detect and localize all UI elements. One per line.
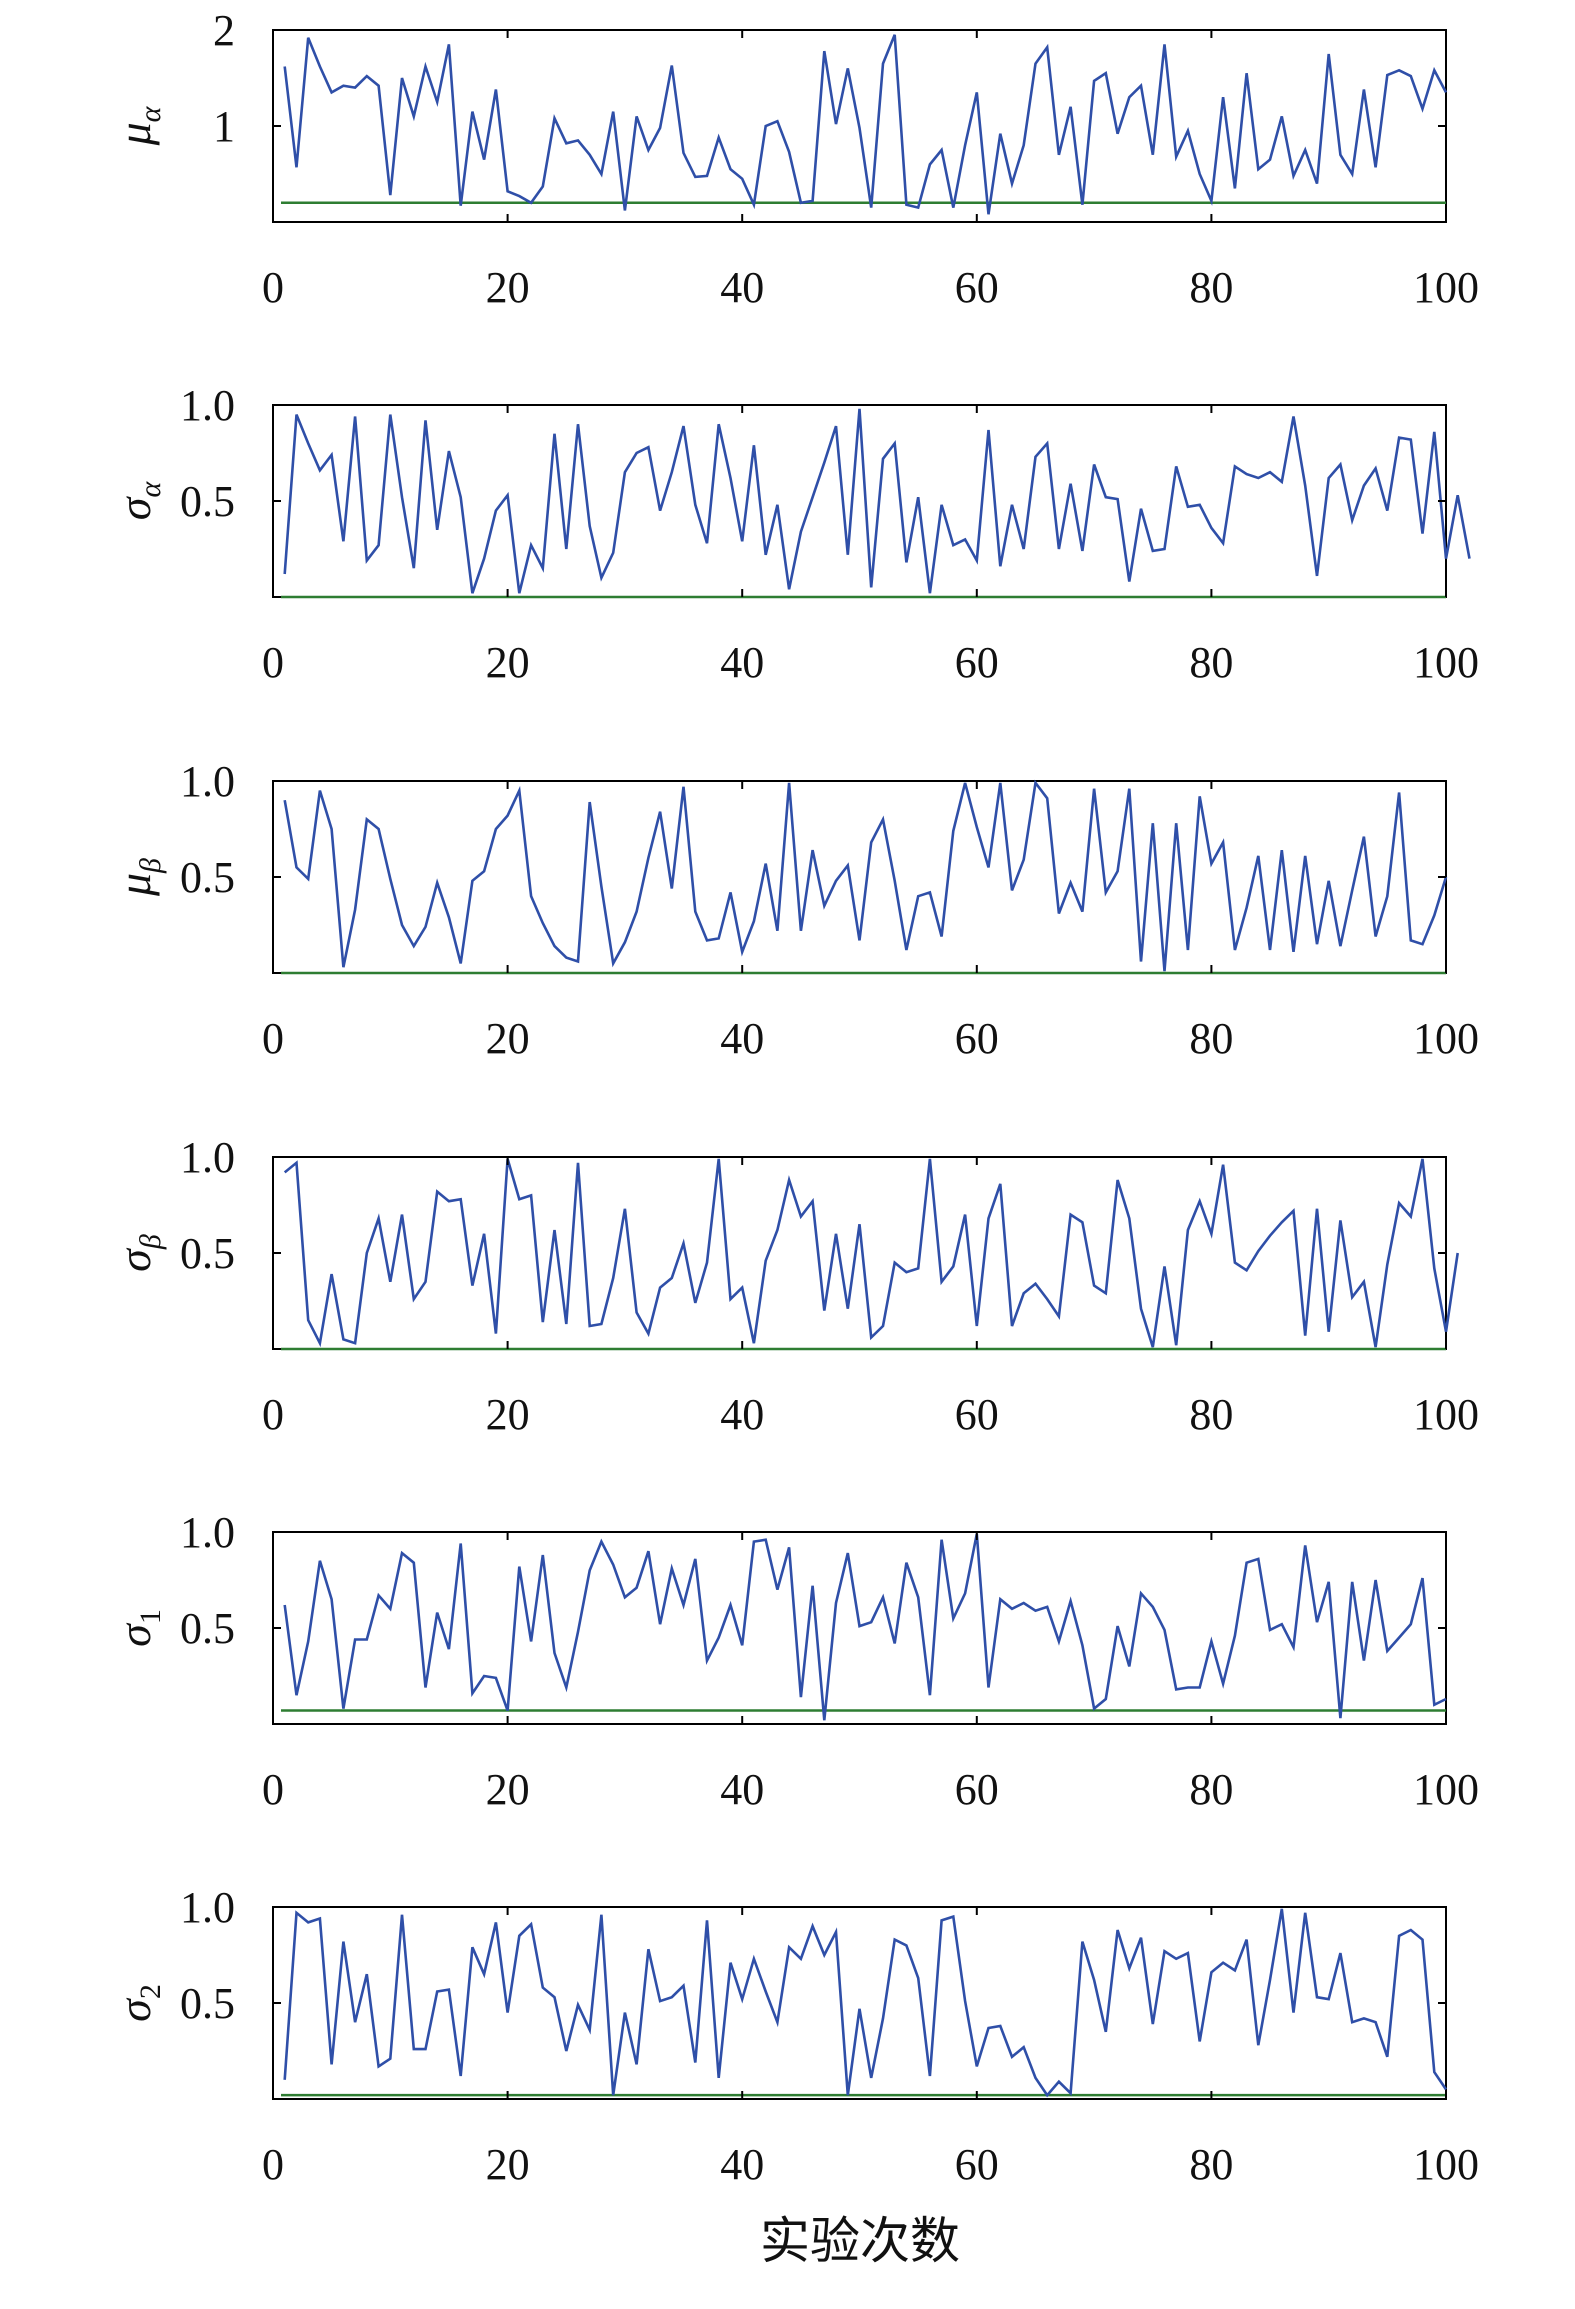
x-tick-label: 20 <box>486 2140 530 2189</box>
y-axis-label-symbol: σ <box>109 1622 160 1647</box>
x-tick-label: 100 <box>1413 1014 1479 1063</box>
x-tick-label: 40 <box>720 1765 764 1814</box>
y-tick-label: 0.5 <box>180 477 235 526</box>
y-tick-label: 1.0 <box>180 381 235 430</box>
series-line <box>283 1158 1459 1348</box>
y-axis-label-subscript: α <box>134 481 167 498</box>
x-tick-label: 0 <box>262 263 284 312</box>
x-tick-label: 60 <box>955 1765 999 1814</box>
y-axis-label-symbol: σ <box>109 495 160 520</box>
x-tick-label: 40 <box>720 2140 764 2189</box>
series-line <box>283 34 1448 215</box>
x-tick-label: 80 <box>1189 1014 1233 1063</box>
y-axis-label-subscript: β <box>134 1234 167 1250</box>
y-axis-label: σβ <box>109 1234 167 1272</box>
y-axis-label-subscript: 2 <box>134 1984 167 1999</box>
x-tick-label: 60 <box>955 1390 999 1439</box>
x-tick-label: 60 <box>955 638 999 687</box>
x-tick-label: 100 <box>1413 1390 1479 1439</box>
chart-panel-5: 0 20 40 60 80 100 0.5 1.0 σ1 <box>109 1508 1479 1814</box>
y-axis-label: μα <box>109 105 167 146</box>
y-tick-label: 0.5 <box>180 1229 235 1278</box>
series-line <box>283 779 1448 972</box>
y-tick-label: 0.5 <box>180 853 235 902</box>
y-axis-label-symbol: σ <box>109 1997 160 2022</box>
series-line <box>283 408 1471 594</box>
x-tick-label: 40 <box>720 638 764 687</box>
y-axis-label-symbol: μ <box>109 873 160 897</box>
y-axis-label-subscript: α <box>134 105 167 122</box>
x-tick-label: 20 <box>486 1765 530 1814</box>
x-tick-label: 0 <box>262 638 284 687</box>
x-tick-label: 60 <box>955 2140 999 2189</box>
series-line <box>283 1533 1447 1721</box>
y-tick-label: 1 <box>213 102 235 151</box>
y-tick-label: 1.0 <box>180 1508 235 1557</box>
y-tick-label: 0.5 <box>180 1604 235 1653</box>
x-tick-label: 80 <box>1189 263 1233 312</box>
chart-panel-2: 0 20 40 60 80 100 0.5 1.0 σα <box>109 381 1479 687</box>
x-tick-label: 100 <box>1413 638 1479 687</box>
chart-panel-1: 0 20 40 60 80 100 1 2 μα <box>109 6 1479 312</box>
y-axis-label: σα <box>109 481 167 521</box>
y-axis-label-subscript: 1 <box>134 1609 167 1624</box>
x-tick-label: 0 <box>262 1765 284 1814</box>
x-tick-label: 40 <box>720 263 764 312</box>
x-tick-label: 80 <box>1189 2140 1233 2189</box>
x-tick-label: 100 <box>1413 263 1479 312</box>
x-tick-label: 0 <box>262 1014 284 1063</box>
x-tick-label: 20 <box>486 638 530 687</box>
x-tick-label: 0 <box>262 2140 284 2189</box>
x-tick-label: 80 <box>1189 1765 1233 1814</box>
y-tick-label: 1.0 <box>180 1133 235 1182</box>
x-axis-label: 实验次数 <box>760 2213 960 2269</box>
chart-panel-6: 0 20 40 60 80 100 0.5 1.0 σ2 <box>109 1883 1479 2189</box>
y-axis-label-subscript: β <box>134 858 167 874</box>
x-tick-label: 0 <box>262 1390 284 1439</box>
x-tick-label: 80 <box>1189 1390 1233 1439</box>
y-axis-label-symbol: μ <box>109 122 160 146</box>
y-axis-label: σ1 <box>109 1609 167 1647</box>
chart-panel-3: 0 20 40 60 80 100 0.5 1.0 μβ <box>109 757 1479 1063</box>
x-tick-label: 40 <box>720 1014 764 1063</box>
x-tick-label: 60 <box>955 263 999 312</box>
series-line <box>283 1908 1448 2098</box>
x-tick-label: 40 <box>720 1390 764 1439</box>
x-tick-label: 20 <box>486 1390 530 1439</box>
y-axis-label: σ2 <box>109 1984 167 2022</box>
x-tick-label: 100 <box>1413 2140 1479 2189</box>
x-tick-label: 100 <box>1413 1765 1479 1814</box>
y-axis-label: μβ <box>109 858 167 897</box>
y-tick-label: 1.0 <box>180 1883 235 1932</box>
x-tick-label: 20 <box>486 263 530 312</box>
chart-panel-4: 0 20 40 60 80 100 0.5 1.0 σβ <box>109 1133 1479 1439</box>
x-tick-label: 80 <box>1189 638 1233 687</box>
x-tick-label: 60 <box>955 1014 999 1063</box>
y-tick-label: 1.0 <box>180 757 235 806</box>
y-axis-label-symbol: σ <box>109 1247 160 1272</box>
x-tick-label: 20 <box>486 1014 530 1063</box>
y-tick-label: 0.5 <box>180 1979 235 2028</box>
y-tick-label: 2 <box>213 6 235 55</box>
